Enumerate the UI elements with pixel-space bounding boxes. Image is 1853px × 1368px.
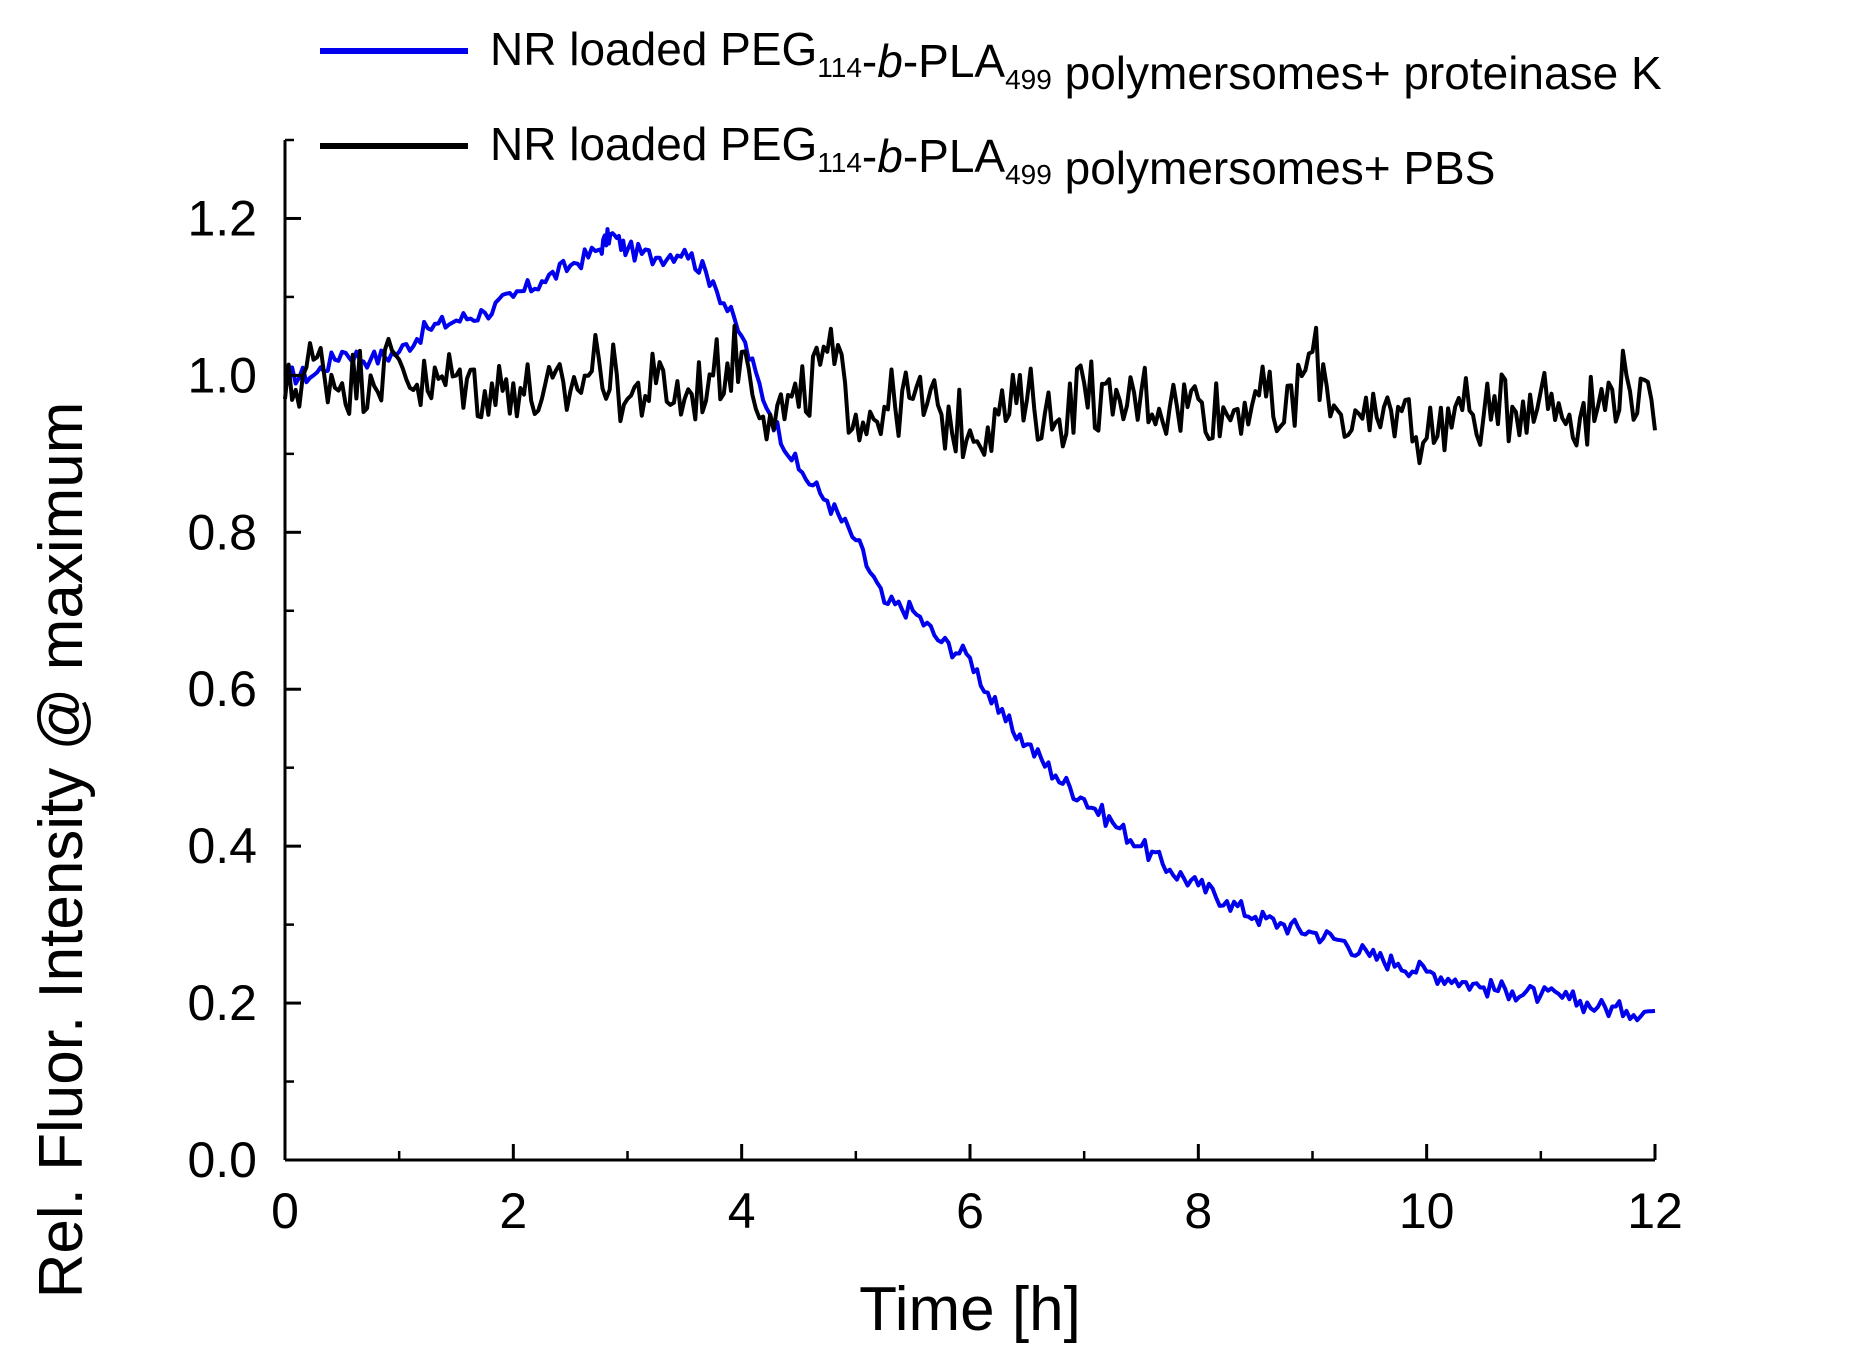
y-tick-label: 0.2 [187,975,257,1031]
y-tick-label: 0.4 [187,818,257,874]
legend-text-part: polymersomes+ PBS [1052,142,1496,194]
legend-text-part: -PLA [903,130,1006,182]
legend-text-part: b [877,130,903,182]
legend-text-part: NR loaded PEG [490,23,817,75]
legend-text-part: - [862,130,877,182]
legend-label: NR loaded PEG114-b-PLA499 polymersomes+ … [490,23,1662,99]
x-tick-label: 2 [499,1183,527,1239]
x-tick-label: 0 [271,1183,299,1239]
y-tick-label: 0.0 [187,1132,257,1188]
y-tick-label: 0.8 [187,504,257,560]
series-line-pbs [283,323,1657,466]
legend-subscript: 499 [1005,64,1052,95]
legend-label: NR loaded PEG114-b-PLA499 polymersomes+ … [490,118,1495,194]
axes: 0 2 4 6 8 10 12 0.0 0.2 0.4 0.6 0.8 1.0 1.2 [187,138,1683,1239]
plot-area [283,227,1657,1023]
y-tick-label: 1.2 [187,190,257,246]
x-tick-label: 10 [1399,1183,1455,1239]
legend: NR loaded PEG114-b-PLA499 polymersomes+ … [320,23,1662,194]
legend-text-part: b [877,35,903,87]
legend-text-part: - [862,35,877,87]
x-tick-label: 4 [728,1183,756,1239]
y-tick-label: 1.0 [187,347,257,403]
legend-text-part: NR loaded PEG [490,118,817,170]
y-tick-label: 0.6 [187,661,257,717]
legend-subscript: 114 [817,147,862,178]
x-tick-label: 12 [1627,1183,1683,1239]
x-tick-label: 8 [1184,1183,1212,1239]
legend-subscript: 499 [1005,159,1052,190]
x-tick-label: 6 [956,1183,984,1239]
x-axis-title: Time [h] [859,1275,1081,1344]
legend-text-part: polymersomes+ proteinase K [1052,47,1662,99]
legend-text-part: -PLA [903,35,1006,87]
y-axis-title: Rel. Fluor. Intensity @ maximum [27,402,96,1299]
series-line-proteinase-k [283,227,1656,1023]
legend-subscript: 114 [817,52,862,83]
